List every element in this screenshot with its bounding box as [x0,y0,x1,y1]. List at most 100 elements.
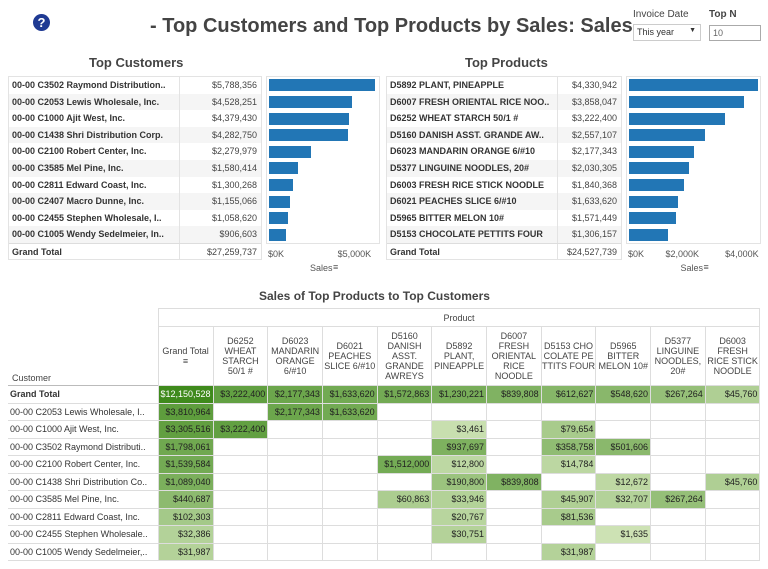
matrix-cell[interactable] [376,472,433,491]
matrix-cell[interactable] [540,402,597,421]
matrix-cell[interactable]: $1,798,061 [157,437,214,456]
row-label[interactable]: 00-00 C2100 Robert Center, Inc. [8,455,159,474]
matrix-cell[interactable] [376,437,433,456]
list-item[interactable]: 00-00 C2407 Macro Dunne, Inc. $1,155,066 [9,193,261,210]
matrix-cell[interactable]: $612,627 [540,385,597,404]
matrix-cell[interactable] [704,455,761,474]
matrix-cell[interactable] [376,507,433,526]
matrix-cell[interactable]: $31,987 [157,542,214,561]
matrix-cell[interactable]: $102,303 [157,507,214,526]
matrix-cell[interactable]: $45,907 [540,490,597,509]
matrix-cell[interactable]: $1,089,040 [157,472,214,491]
list-item[interactable]: 00-00 C1438 Shri Distribution Corp. $4,28… [9,126,261,144]
sales-bar[interactable] [629,112,725,125]
sales-bar[interactable] [629,178,684,191]
matrix-cell[interactable] [212,525,269,544]
matrix-cell[interactable]: $190,800 [431,472,487,491]
topn-input[interactable]: 10 [709,25,761,41]
sales-bar[interactable] [269,195,291,208]
row-label[interactable]: Grand Total [8,385,159,404]
column-header[interactable]: D5965 BITTER MELON 10# [595,326,652,386]
matrix-cell[interactable]: $3,461 [431,420,487,439]
list-item[interactable]: D5965 BITTER MELON 10# $1,571,449 [387,210,621,227]
sales-bar[interactable] [269,95,353,108]
sales-bar[interactable] [269,129,348,142]
sales-bar[interactable] [629,162,690,175]
matrix-cell[interactable] [431,402,487,421]
matrix-cell[interactable] [595,542,652,561]
matrix-cell[interactable]: $440,687 [157,490,214,509]
matrix-cell[interactable] [321,542,378,561]
matrix-cell[interactable] [540,472,597,491]
matrix-cell[interactable] [650,437,706,456]
list-item[interactable]: D6252 WHEAT STARCH 50/1 # $3,222,400 [387,110,621,127]
column-header[interactable]: D6023 MANDARIN ORANGE 6/#10 [267,326,323,386]
sales-bar[interactable] [269,112,350,125]
matrix-cell[interactable] [650,542,706,561]
matrix-cell[interactable]: $12,672 [595,472,652,491]
matrix-cell[interactable] [267,525,323,544]
matrix-cell[interactable] [486,455,542,474]
column-header[interactable]: D6007 FRESH ORIENTAL RICE NOODLE [486,326,542,386]
matrix-cell[interactable] [595,455,652,474]
matrix-cell[interactable] [212,490,269,509]
matrix-cell[interactable] [704,525,761,544]
matrix-cell[interactable] [321,507,378,526]
column-header[interactable]: Grand Total ≡ [157,326,214,386]
list-item[interactable]: 00-00 C2053 Lewis Wholesale, Inc. $4,528,… [9,93,261,111]
matrix-cell[interactable]: $60,863 [376,490,433,509]
matrix-cell[interactable] [486,507,542,526]
matrix-cell[interactable]: $12,150,528 [157,385,214,404]
list-item[interactable]: D5160 DANISH ASST. GRANDE AW.. $2,557,107 [387,126,621,144]
sort-icon[interactable]: ≡ [703,262,709,272]
matrix-cell[interactable] [267,542,323,561]
sort-icon[interactable]: ≡ [182,356,189,366]
list-item[interactable]: 00-00 C3585 Mel Pine, Inc. $1,580,414 [9,160,261,177]
matrix-cell[interactable]: $33,946 [431,490,487,509]
matrix-cell[interactable] [321,525,378,544]
matrix-cell[interactable]: $501,606 [595,437,652,456]
matrix-cell[interactable] [267,455,323,474]
matrix-cell[interactable] [321,472,378,491]
matrix-cell[interactable]: $548,620 [595,385,652,404]
matrix-cell[interactable] [650,472,706,491]
matrix-cell[interactable] [650,420,706,439]
matrix-cell[interactable] [650,455,706,474]
column-header[interactable]: D6252 WHEAT STARCH 50/1 # [212,326,269,386]
list-item[interactable]: D5892 PLANT, PINEAPPLE $4,330,942 [387,77,621,94]
matrix-cell[interactable] [704,542,761,561]
column-header[interactable]: D5160 DANISH ASST. GRANDE AWREYS [376,326,433,386]
matrix-cell[interactable] [212,472,269,491]
matrix-cell[interactable] [267,472,323,491]
matrix-cell[interactable] [376,525,433,544]
matrix-cell[interactable] [486,525,542,544]
matrix-cell[interactable] [321,490,378,509]
matrix-cell[interactable]: $267,264 [650,490,706,509]
row-label[interactable]: 00-00 C3585 Mel Pine, Inc. [8,490,159,509]
list-item[interactable]: 00-00 C2811 Edward Coast, Inc. $1,300,268 [9,177,261,194]
sales-bar[interactable] [629,228,668,241]
matrix-cell[interactable]: $3,222,400 [212,420,269,439]
matrix-cell[interactable]: $2,177,343 [267,402,323,421]
matrix-cell[interactable]: $3,810,964 [157,402,214,421]
matrix-cell[interactable]: $14,784 [540,455,597,474]
matrix-cell[interactable]: $839,808 [486,472,542,491]
matrix-cell[interactable] [704,420,761,439]
invoice-date-dropdown[interactable]: This year ▼ [633,24,701,41]
row-label[interactable]: 00-00 C1000 Ajit West, Inc. [8,420,159,439]
list-item[interactable]: 00-00 C1000 Ajit West, Inc. $4,379,430 [9,110,261,127]
matrix-cell[interactable]: $1,539,584 [157,455,214,474]
column-header[interactable]: D6021 PEACHES SLICE 6/#10 [321,326,378,386]
matrix-cell[interactable] [704,507,761,526]
sales-bar[interactable] [269,212,289,225]
sales-bar[interactable] [629,212,676,225]
row-label[interactable]: 00-00 C3502 Raymond Distributi.. [8,437,159,456]
matrix-cell[interactable] [212,402,269,421]
column-header[interactable]: D5153 CHO COLATE PE TTITS FOUR [540,326,597,386]
matrix-cell[interactable]: $20,767 [431,507,487,526]
matrix-cell[interactable]: $32,707 [595,490,652,509]
sales-bar[interactable] [269,162,298,175]
matrix-cell[interactable]: $2,177,343 [267,385,323,404]
matrix-cell[interactable] [486,490,542,509]
matrix-cell[interactable] [595,507,652,526]
